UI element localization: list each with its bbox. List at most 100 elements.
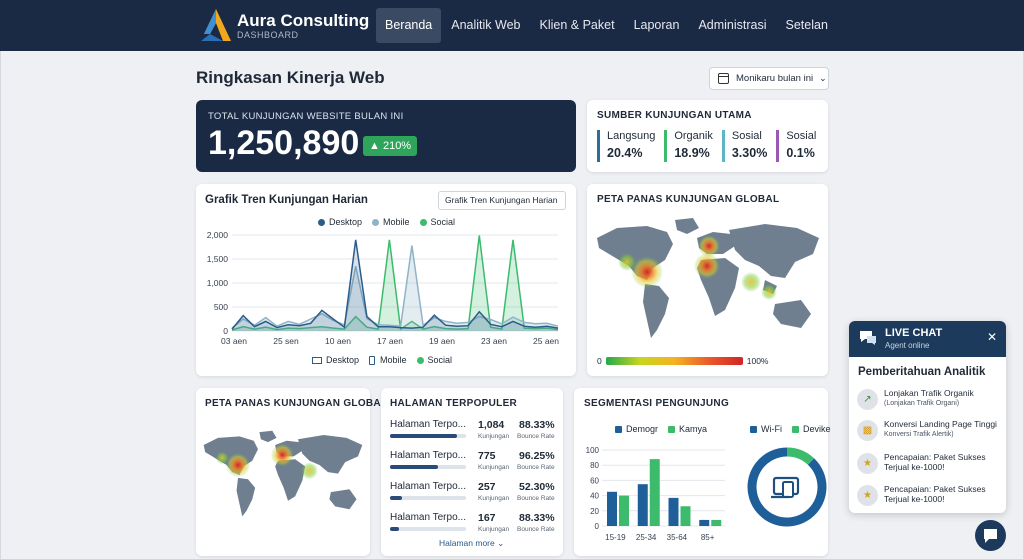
page-title: Ringkasan Kinerja Web bbox=[196, 68, 385, 87]
legend-swatch bbox=[615, 425, 622, 433]
top-page-bar-track bbox=[390, 434, 466, 438]
top-page-row[interactable]: Halaman Terpo... 257 Kunjungan 52.30% Bo… bbox=[390, 481, 560, 509]
top-page-bounce: 52.30% bbox=[519, 481, 555, 493]
legend-item[interactable]: Wi-Fi bbox=[750, 424, 782, 434]
source-name: Sosial bbox=[731, 130, 762, 142]
legend-label: Social bbox=[430, 217, 456, 227]
x-tick-label: 19 aen bbox=[429, 336, 455, 346]
top-page-bounce: 88.33% bbox=[519, 512, 555, 524]
trend-chart-title: Grafik Tren Kunjungan Harian bbox=[205, 194, 368, 206]
legend-item[interactable]: Mobile bbox=[372, 217, 410, 227]
x-tick-label: 25 aen bbox=[533, 336, 559, 346]
trend-chart-dropdown[interactable]: Grafik Tren Kunjungan Harian bbox=[438, 191, 566, 210]
bar-kamya bbox=[649, 459, 660, 526]
source-name: Langsung bbox=[607, 130, 656, 142]
source-value: 20.4% bbox=[607, 146, 643, 160]
main-nav: Beranda Analitik Web Klien & Paket Lapor… bbox=[376, 8, 838, 43]
trend-chart-card bbox=[196, 184, 576, 376]
nav-item-setelan[interactable]: Setelan bbox=[785, 18, 828, 32]
nav-item-administrasi[interactable]: Administrasi bbox=[698, 18, 767, 32]
total-visits-card: TOTAL KUNJUNGAN WEBSITE BULAN INI 1,250,… bbox=[196, 100, 576, 172]
legend-item[interactable]: Devike bbox=[792, 424, 831, 434]
chat-launcher-button[interactable] bbox=[975, 520, 1006, 551]
legend-item[interactable]: Social bbox=[419, 217, 456, 227]
legend-item[interactable]: Demogr bbox=[615, 424, 658, 434]
series-line-mobile bbox=[231, 245, 559, 329]
nav-item-analitik-web[interactable]: Analitik Web bbox=[451, 18, 521, 32]
growth-badge: ▲ 210% bbox=[363, 136, 418, 156]
top-navigation-bar: Aura Consulting DASHBOARD Beranda Analit… bbox=[0, 0, 1024, 51]
y-tick-label: 2,000 bbox=[207, 230, 229, 240]
top-page-row[interactable]: Halaman Terpo... 775 Kunjungan 96.25% Bo… bbox=[390, 450, 560, 478]
heatmap-gradient bbox=[605, 357, 743, 365]
top-page-bar bbox=[390, 527, 400, 531]
top-page-bar bbox=[390, 434, 457, 438]
y-tick-label: 100 bbox=[586, 446, 600, 455]
source-name: Organik bbox=[674, 130, 713, 142]
x-tick-label: 23 aen bbox=[481, 336, 507, 346]
notification-item[interactable]: ↗ Lonjakan Trafik Organik (Lonjakan Traf… bbox=[857, 387, 1002, 415]
aura-logo-icon bbox=[201, 9, 231, 41]
legend-label: Mobile bbox=[380, 355, 407, 365]
source-item: Sosial 0.1% bbox=[776, 130, 816, 162]
chevron-down-icon: ⌄ bbox=[497, 538, 505, 548]
notification-subtitle: Konversi Trafik Alertik) bbox=[884, 431, 954, 438]
legend-label: Demogr bbox=[626, 424, 659, 434]
live-chat-header[interactable]: LIVE CHAT Agent online ✕ bbox=[849, 321, 1006, 357]
top-page-row[interactable]: Halaman Terpo... 167 Kunjungan 88.33% Bo… bbox=[390, 512, 560, 540]
world-heatmap-secondary[interactable] bbox=[198, 420, 368, 530]
nav-item-beranda[interactable]: Beranda bbox=[376, 8, 442, 43]
chat-bubble-icon bbox=[984, 529, 997, 543]
top-page-bounce: 96.25% bbox=[519, 450, 555, 462]
trend-legend-bottom: Desktop Mobile Social bbox=[312, 355, 462, 365]
bounce-caption: Bounce Rate bbox=[517, 526, 555, 533]
y-tick-label: 60 bbox=[590, 476, 599, 485]
source-value: 18.9% bbox=[674, 146, 710, 160]
donut-slice bbox=[747, 447, 827, 527]
notification-item[interactable]: ▩ Konversi Landing Page Tinggi Konversi … bbox=[857, 418, 1002, 446]
top-page-bar-track bbox=[390, 496, 466, 500]
x-tick-label: 17 aen bbox=[377, 336, 403, 346]
x-tick-label: 35-64 bbox=[667, 533, 688, 542]
more-pages-label: Halaman more bbox=[439, 538, 495, 548]
notification-title: Pencapaian: Paket Sukses Terjual ke-1000… bbox=[884, 484, 986, 504]
legend-swatch bbox=[792, 425, 799, 433]
bounce-caption: Bounce Rate bbox=[517, 495, 555, 502]
top-page-row[interactable]: Halaman Terpo... 1,084 Kunjungan 88.33% … bbox=[390, 419, 560, 447]
segmentation-title: SEGMENTASI PENGUNJUNG bbox=[584, 398, 730, 409]
nav-item-klien-paket[interactable]: Klien & Paket bbox=[539, 18, 615, 32]
world-heatmap[interactable] bbox=[589, 214, 827, 346]
top-pages-title: HALAMAN TERPOPULER bbox=[390, 398, 518, 409]
trend-line-chart: 0 500 1,000 1,500 2,000 03 aen 25 sen 10 aen 17 … bbox=[207, 230, 560, 346]
source-item: Sosial 3.30% bbox=[721, 130, 767, 162]
period-select-button[interactable]: Monikaru bulan ini ⌄ bbox=[709, 67, 829, 90]
x-tick-label: 25-34 bbox=[636, 533, 657, 542]
bounce-caption: Bounce Rate bbox=[517, 433, 555, 440]
devices-icon bbox=[771, 476, 800, 499]
total-visits-label: TOTAL KUNJUNGAN WEBSITE BULAN INI bbox=[208, 111, 404, 122]
top-page-visits: 257 bbox=[478, 481, 496, 493]
top-page-bar bbox=[390, 465, 438, 469]
brand[interactable]: Aura Consulting DASHBOARD bbox=[200, 8, 369, 42]
legend-item[interactable]: Social bbox=[416, 355, 452, 365]
top-page-visits: 1,084 bbox=[478, 419, 505, 431]
notification-item[interactable]: ★ Pencapaian: Paket Sukses Terjual ke-10… bbox=[857, 451, 1002, 479]
source-item: Langsung 20.4% bbox=[597, 130, 655, 162]
brand-subtitle: DASHBOARD bbox=[237, 29, 299, 40]
more-pages-link[interactable]: Halaman more ⌄ bbox=[439, 538, 504, 549]
chat-bubble-icon bbox=[860, 331, 876, 345]
legend-label: Desktop bbox=[329, 217, 363, 227]
legend-item[interactable]: Kamya bbox=[668, 424, 707, 434]
growth-badge-value: 210% bbox=[382, 140, 412, 152]
notification-subtitle: (Lonjakan Trafik Organi) bbox=[884, 400, 960, 407]
legend-item[interactable]: Desktop bbox=[312, 355, 359, 365]
top-page-visits: 167 bbox=[478, 512, 496, 524]
legend-label: Wi-Fi bbox=[761, 424, 782, 434]
notification-item[interactable]: ★ Pencapaian: Paket Sukses Terjual ke-10… bbox=[857, 483, 1002, 511]
legend-item[interactable]: Mobile bbox=[369, 355, 407, 365]
nav-item-laporan[interactable]: Laporan bbox=[633, 18, 680, 32]
legend-label: Devike bbox=[803, 424, 831, 434]
legend-item[interactable]: Desktop bbox=[318, 217, 362, 227]
close-icon[interactable]: ✕ bbox=[986, 330, 997, 344]
y-tick-label: 80 bbox=[590, 461, 599, 470]
